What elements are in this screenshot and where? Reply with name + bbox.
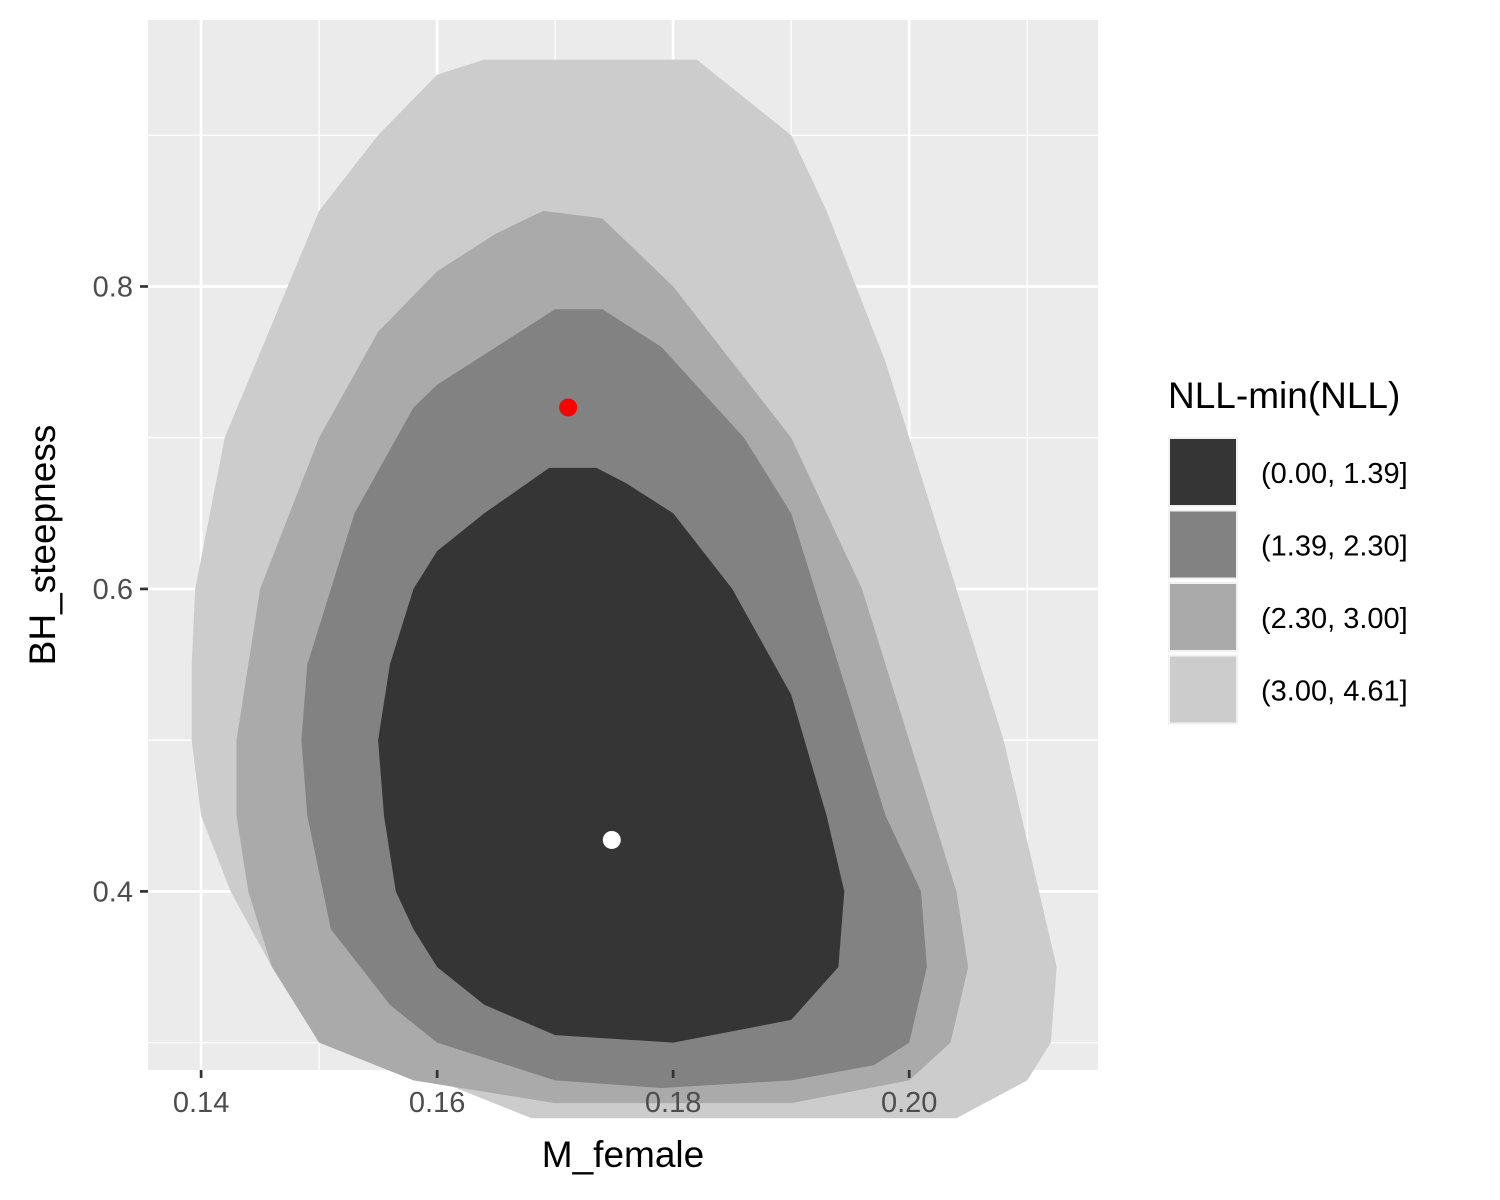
x-tick-label: 0.16: [409, 1087, 465, 1119]
point-white: [602, 830, 621, 849]
legend-swatch: [1170, 656, 1236, 723]
legend-swatch: [1170, 439, 1236, 505]
contour-region: [378, 467, 845, 1043]
data-points: [559, 398, 621, 849]
legend-title: NLL-min(NLL): [1168, 375, 1400, 416]
x-tick-label: 0.20: [881, 1087, 937, 1119]
point-red: [559, 398, 578, 417]
y-axis: 0.4 0.6 0.8: [93, 271, 148, 908]
legend-label: (0.00, 1.39]: [1261, 458, 1408, 490]
contour-fills: [191, 59, 1057, 1119]
x-axis-title: M_female: [542, 1134, 704, 1175]
y-tick-label: 0.6: [93, 574, 133, 606]
legend-items: (0.00, 1.39] (1.39, 2.30] (2.30, 3.00] (3.0…: [1168, 437, 1408, 725]
legend-swatch: [1170, 584, 1236, 650]
x-tick-label: 0.14: [173, 1087, 229, 1119]
legend-swatch: [1170, 511, 1236, 578]
y-tick-label: 0.8: [93, 271, 133, 303]
y-axis-title: BH_steepness: [22, 425, 63, 666]
x-tick-label: 0.18: [645, 1087, 701, 1119]
legend-label: (3.00, 4.61]: [1261, 676, 1408, 708]
legend-label: (1.39, 2.30]: [1261, 531, 1408, 563]
legend: NLL-min(NLL) (0.00, 1.39] (1.39, 2.30] (2.…: [1168, 375, 1408, 725]
y-tick-label: 0.4: [93, 876, 133, 908]
x-axis: 0.14 0.16 0.18 0.20: [173, 1070, 937, 1119]
legend-label: (2.30, 3.00]: [1261, 603, 1408, 635]
